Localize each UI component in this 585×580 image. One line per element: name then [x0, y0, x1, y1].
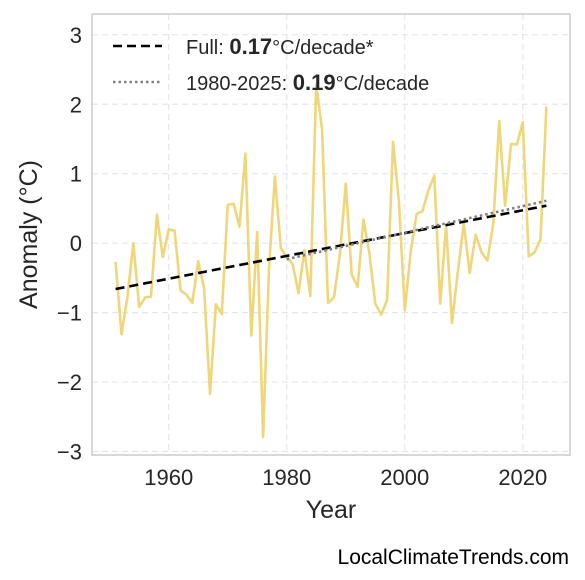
x-axis-title: Year	[306, 496, 357, 524]
anomaly-series-line	[114, 83, 548, 439]
x-tick-label: 1960	[144, 465, 193, 490]
y-tick-label: 2	[70, 92, 82, 117]
y-tick-label: 3	[70, 23, 82, 48]
legend-entry-0: Full: 0.17°C/decade*	[186, 34, 374, 59]
y-tick-labels: −3 −2 −1 0 1 2 3	[57, 23, 82, 465]
legend: Full: 0.17°C/decade* 1980-2025: 0.19°C/de…	[113, 34, 429, 95]
series-layer	[114, 83, 548, 439]
watermark: LocalClimateTrends.com	[337, 546, 569, 569]
y-tick-label: 0	[70, 231, 82, 256]
y-tick-label: −1	[57, 301, 82, 326]
x-tick-labels: 1960 1980 2000 2020	[144, 465, 547, 490]
y-axis-title: Anomaly (°C)	[15, 160, 43, 309]
full-trend-line	[115, 204, 547, 291]
x-tick-label: 2020	[498, 465, 547, 490]
y-tick-label: −3	[57, 440, 82, 465]
plot-frame	[91, 13, 571, 456]
recent-trend-line	[286, 199, 547, 261]
legend-entry-1: 1980-2025: 0.19°C/decade	[186, 70, 429, 95]
x-tick-label: 1980	[262, 465, 311, 490]
x-tick-label: 2000	[380, 465, 429, 490]
y-tick-label: 1	[70, 162, 82, 187]
y-tick-label: −2	[57, 370, 82, 395]
